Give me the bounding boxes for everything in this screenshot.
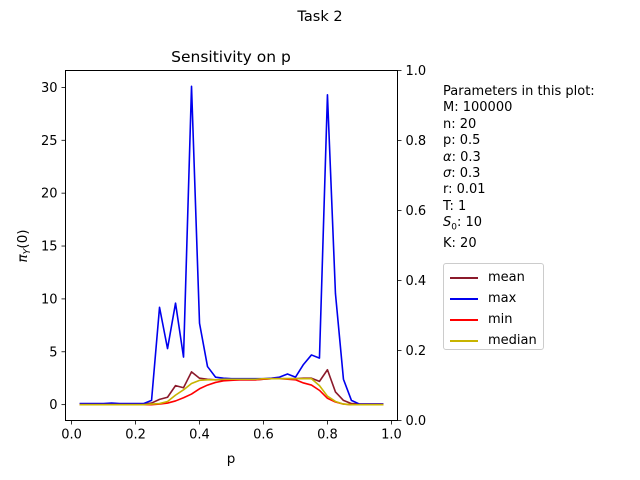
parameter-item: K: 20 — [443, 236, 595, 252]
parameter-label: M — [443, 100, 455, 116]
y-tick-label: 5 — [49, 345, 57, 360]
x-tick-label: 0.4 — [189, 428, 210, 443]
parameter-item: α: 0.3 — [443, 150, 595, 166]
series-line-median — [79, 377, 384, 406]
parameters-box: Parameters in this plot: M: 100000 n: 20 p… — [443, 84, 595, 253]
plot-area-frame — [65, 70, 398, 421]
y-axis: 0 5 10 15 20 25 30 — [41, 81, 66, 413]
parameter-value: : 0.5 — [451, 133, 481, 149]
parameter-label: n — [443, 116, 452, 132]
y2-tick-label: 1.0 — [406, 64, 427, 79]
y2-tick-label: 0.8 — [406, 134, 427, 149]
x-axis-label: p — [227, 451, 236, 467]
x-tick-label: 0.6 — [253, 428, 274, 443]
series-line-mean — [79, 368, 384, 405]
parameter-label: α — [443, 149, 452, 165]
legend-item-min: min — [450, 309, 543, 330]
parameter-item: T: 1 — [443, 199, 595, 215]
y-tick-label: 25 — [41, 134, 58, 149]
legend-item-median: median — [450, 330, 543, 351]
legend-label: median — [488, 333, 537, 348]
parameter-value: : 10 — [457, 215, 483, 231]
series-line-max — [79, 85, 384, 405]
y-tick-label: 30 — [41, 81, 58, 96]
legend-swatch — [450, 339, 478, 342]
parameter-item: p: 0.5 — [443, 133, 595, 149]
parameter-value: : 20 — [451, 236, 477, 252]
parameter-label: K — [443, 236, 452, 252]
parameter-value: : 1 — [449, 198, 467, 214]
legend-swatch — [450, 297, 478, 300]
y2-tick-label: 0.4 — [406, 274, 427, 289]
figure-suptitle: Task 2 — [297, 9, 343, 25]
y2-tick-label: 0.0 — [406, 414, 427, 429]
legend-label: min — [488, 312, 513, 327]
parameter-label: r — [443, 182, 449, 198]
y2-tick-label: 0.6 — [406, 204, 427, 219]
y-tick-label: 15 — [41, 240, 58, 255]
parameter-label: S0 — [443, 215, 457, 233]
legend-label: mean — [488, 270, 525, 285]
legend-swatch — [450, 276, 478, 279]
legend-swatch — [450, 318, 478, 321]
parameters-title: Parameters in this plot: — [443, 84, 595, 99]
legend-item-mean: mean — [450, 267, 543, 288]
legend-item-max: max — [450, 288, 543, 309]
y2-axis: 0.0 0.2 0.4 0.6 0.8 1.0 — [397, 64, 427, 429]
y-axis-label: πY(0) — [15, 229, 33, 262]
x-tick-label: 0.8 — [317, 428, 338, 443]
parameter-label: σ — [443, 166, 452, 182]
y-tick-label: 20 — [41, 187, 58, 202]
parameter-value: : 0.3 — [451, 149, 481, 165]
x-axis: 0.0 0.2 0.4 0.6 0.8 1.0 — [61, 420, 402, 443]
series-layer — [79, 85, 384, 406]
x-tick-label: 1.0 — [381, 428, 402, 443]
y-tick-label: 10 — [41, 292, 58, 307]
parameter-item: r: 0.01 — [443, 182, 595, 198]
legend-label: max — [488, 291, 517, 306]
y2-tick-label: 0.2 — [406, 344, 427, 359]
parameter-label: p — [443, 133, 452, 149]
parameter-value: : 100000 — [454, 100, 513, 116]
parameter-item: n: 20 — [443, 117, 595, 133]
parameter-item: S0: 10 — [443, 215, 595, 236]
x-tick-label: 0.0 — [61, 428, 82, 443]
parameter-item: M: 100000 — [443, 100, 595, 116]
parameter-item: σ: 0.3 — [443, 166, 595, 182]
parameter-value: : 0.01 — [448, 182, 486, 198]
parameter-label: T — [443, 198, 450, 214]
y-tick-label: 0 — [49, 398, 57, 413]
series-line-min — [79, 377, 384, 406]
parameter-value: : 0.3 — [451, 166, 481, 182]
parameter-value: : 20 — [451, 116, 477, 132]
legend: mean max min median — [443, 263, 544, 350]
chart-title: Sensitivity on p — [171, 48, 291, 66]
x-tick-label: 0.2 — [125, 428, 146, 443]
